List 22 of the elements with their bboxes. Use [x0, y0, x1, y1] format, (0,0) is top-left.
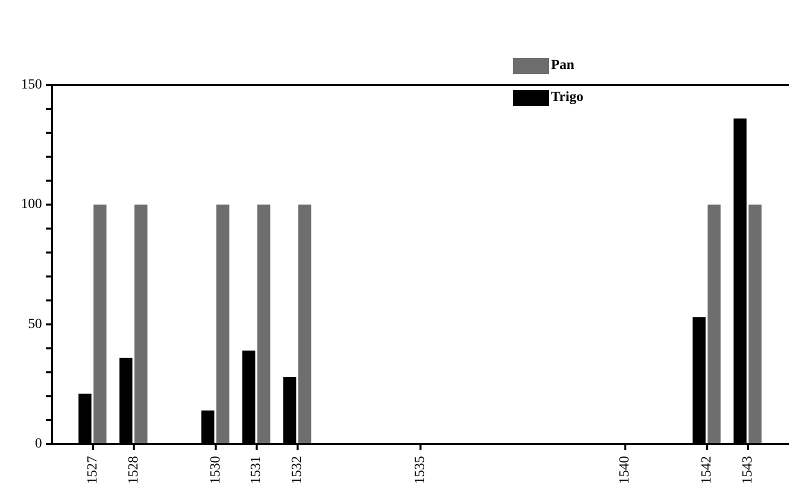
x-tick-label: 1527: [85, 456, 100, 484]
y-tick-label: 50: [28, 316, 42, 332]
x-tick-label: 1542: [700, 456, 715, 484]
y-tick-label: 0: [35, 436, 42, 452]
bar: [93, 204, 106, 444]
x-tick-label: 1540: [618, 456, 633, 484]
bar: [134, 204, 148, 444]
bar: [216, 204, 230, 444]
x-tick-label: 1531: [249, 456, 264, 484]
x-tick-label: 1528: [126, 456, 142, 484]
bar: [298, 204, 312, 444]
x-tick-label: 1535: [413, 456, 428, 484]
legend-label: Pan: [551, 58, 574, 74]
bar: [748, 204, 762, 444]
x-tick-label: 1543: [740, 456, 756, 484]
legend-label: Trigo: [551, 90, 584, 106]
y-tick-label: 150: [21, 78, 42, 92]
x-tick-label: 1532: [290, 456, 306, 484]
bar: [708, 204, 721, 444]
y-tick-label: 100: [21, 197, 42, 212]
bar: [257, 204, 270, 444]
x-tick-label: 1530: [208, 456, 224, 484]
